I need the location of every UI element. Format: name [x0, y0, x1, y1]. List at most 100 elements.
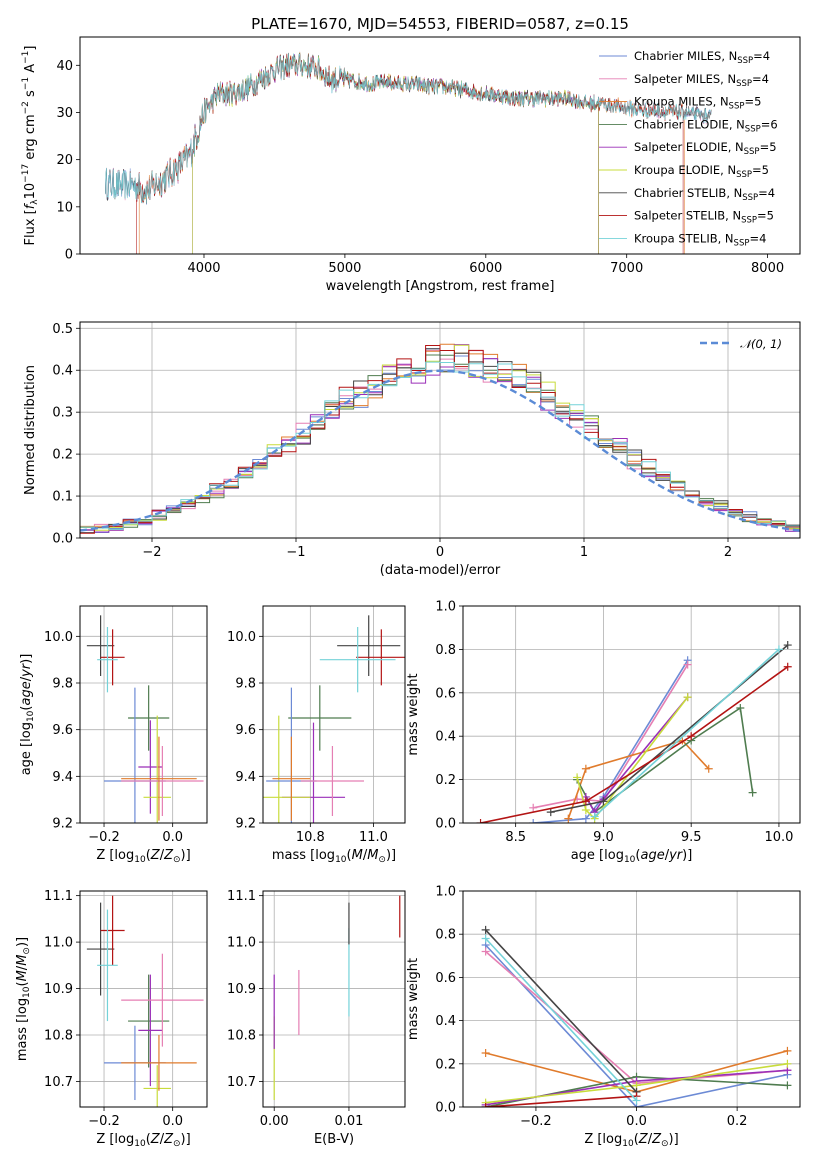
legend-label: Chabrier STELIB, N — [634, 186, 742, 200]
spectrum-line — [138, 53, 685, 254]
legend-entry: Chabrier MILES, NSSP=4 — [634, 49, 770, 66]
y-tick-label: 10.0 — [44, 630, 73, 645]
weight-marker — [704, 764, 713, 773]
axes-frame — [462, 890, 801, 1108]
panel-weight_vs_Z: −0.2 0.0 0.2 0.0 0.2 0.4 0.6 0.8 1.0 Z [log10(Z/Z… — [406, 885, 801, 1149]
axes-frame — [79, 890, 208, 1108]
y-tick-label: 0.2 — [52, 448, 73, 463]
plot-area — [476, 641, 792, 823]
y-tick-label: 0.4 — [435, 1014, 456, 1029]
weight-marker — [632, 1096, 641, 1105]
y-tick-label: 11.1 — [227, 889, 256, 904]
weight-marker — [783, 662, 792, 671]
y-tick-label: 11.0 — [44, 936, 73, 951]
x-tick-label: 5000 — [328, 261, 361, 276]
error-point — [319, 627, 396, 693]
weight-marker — [481, 925, 490, 934]
panel-mass_vs_Z: −0.2 0.0 10.7 10.8 10.9 11.0 11.1 Z [log10(Z/Z⊙… — [15, 889, 208, 1149]
weight-line — [533, 659, 689, 823]
data-spectrum-tail — [682, 108, 712, 121]
legend-tail: =4 — [753, 49, 770, 63]
y-tick-label: 0.2 — [435, 1057, 456, 1072]
spectrum-line — [105, 51, 712, 204]
error-point — [100, 895, 125, 966]
grid — [263, 606, 405, 824]
y-tick-label: 0.0 — [52, 532, 73, 547]
y-tick-label: 0.3 — [52, 406, 73, 421]
legend-normal: 𝒩(0, 1) — [740, 337, 782, 351]
x-tick-label: 1 — [580, 545, 588, 560]
weight-marker — [481, 934, 490, 943]
x-axis-label: (data-model)/error — [380, 563, 501, 578]
panel-age_vs_mass: 10.8 11.0 9.2 9.4 9.6 9.8 10.0 mass [log10(M/M⊙… — [227, 605, 406, 865]
x-tick-label: 4000 — [187, 261, 220, 276]
grid — [80, 891, 207, 1107]
panel-mass_vs_ebv: 0.00 0.01 10.7 10.8 10.9 11.0 11.1 E(B-V) — [227, 889, 406, 1147]
weight-line — [485, 1095, 637, 1107]
y-tick-label: 10.8 — [44, 1029, 73, 1044]
weight-line — [567, 739, 710, 819]
plot-area — [263, 615, 405, 823]
weight-marker — [573, 773, 582, 782]
y-tick-label: 9.2 — [235, 817, 256, 832]
x-tick-label: 7000 — [610, 261, 643, 276]
grid — [263, 891, 405, 1107]
weight-marker — [683, 660, 692, 669]
x-axis-label: E(B-V) — [314, 1132, 354, 1147]
y-axis-label: Flux [fλ10−17 erg cm−2 s−1 A−1] — [21, 46, 40, 246]
axes-frame — [262, 890, 406, 1108]
weight-marker — [783, 641, 792, 650]
x-tick-label: 11.0 — [359, 830, 388, 845]
legend-sub: SSP — [736, 79, 752, 89]
error-point — [100, 629, 125, 686]
error-point — [121, 736, 197, 821]
panel-age_vs_Z: −0.2 0.0 9.2 9.4 9.6 9.8 10.0 Z [log10(Z/Z⊙)] ag… — [19, 605, 208, 865]
plot-area — [105, 51, 712, 254]
legend-entry: Salpeter MILES, NSSP=4 — [634, 72, 769, 89]
x-tick-label: 10.8 — [296, 830, 325, 845]
legend-entry: Chabrier ELODIE, NSSP=6 — [634, 117, 778, 134]
x-tick-label: 0.01 — [334, 1114, 363, 1129]
weight-marker — [546, 808, 555, 817]
axes-frame — [262, 605, 406, 824]
y-tick-label: 0.4 — [52, 364, 73, 379]
y-axis-label: mass weight — [406, 958, 421, 1040]
error-point — [121, 1035, 197, 1091]
panel-spectrum: 4000 5000 6000 7000 8000 0 10 20 30 40 wavelength … — [21, 36, 801, 294]
legend-label: Salpeter STELIB, N — [634, 209, 741, 223]
weight-marker — [476, 819, 485, 823]
y-tick-label: 1.0 — [435, 600, 456, 615]
error-point — [263, 715, 311, 823]
x-axis-label: mass [log10(M/M⊙)] — [272, 848, 396, 865]
y-tick-label: 1.0 — [435, 885, 456, 900]
y-tick-label: 9.8 — [235, 677, 256, 692]
y-tick-label: 10.0 — [227, 630, 256, 645]
y-tick-label: 10.8 — [227, 1029, 256, 1044]
error-point — [138, 974, 163, 1087]
error-point — [97, 627, 118, 693]
plot-area — [86, 895, 204, 1107]
weight-marker — [748, 788, 757, 797]
weight-marker — [736, 703, 745, 712]
error-point — [300, 746, 364, 816]
legend-label: Kroupa MILES, N — [634, 95, 729, 109]
y-tick-label: 0.6 — [435, 971, 456, 986]
y-tick-label: 10.7 — [227, 1075, 256, 1090]
x-tick-label: −0.2 — [88, 830, 120, 845]
x-tick-label: 9.0 — [593, 830, 614, 845]
y-tick-label: 11.0 — [227, 936, 256, 951]
x-tick-label: 6000 — [469, 261, 502, 276]
y-tick-label: 10.9 — [44, 982, 73, 997]
weight-marker — [783, 1059, 792, 1068]
weight-marker — [581, 814, 590, 823]
legend-label: Chabrier ELODIE, N — [634, 117, 745, 131]
error-point — [272, 736, 311, 821]
x-tick-label: −0.2 — [520, 1114, 552, 1129]
legend-entry: Kroupa MILES, NSSP=5 — [634, 95, 761, 112]
weight-marker — [783, 1081, 792, 1090]
plot-area — [481, 925, 792, 1107]
legend-sub: SSP — [734, 238, 750, 248]
plot-area — [80, 343, 800, 534]
plot-area — [273, 895, 401, 1101]
figure-title: PLATE=1670, MJD=54553, FIBERID=0587, z=0… — [251, 15, 629, 33]
